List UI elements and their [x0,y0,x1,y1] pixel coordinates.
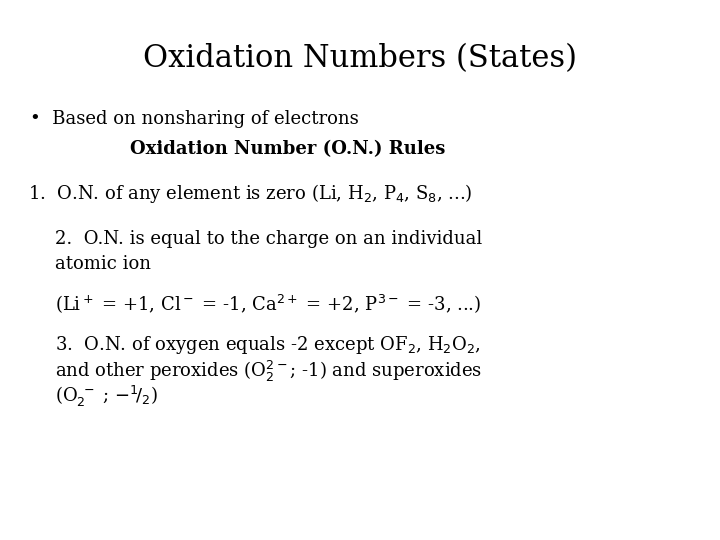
Text: Oxidation Numbers (States): Oxidation Numbers (States) [143,43,577,74]
Text: and other peroxides (O$_2^{2-}$; -1) and superoxides: and other peroxides (O$_2^{2-}$; -1) and… [55,359,482,384]
Text: 1.  O.N. of any element is zero (Li, H$_2$, P$_4$, S$_8$, ...): 1. O.N. of any element is zero (Li, H$_2… [28,182,472,205]
Text: (O$_2^{\ -}$ ; $-^1\!/_2$): (O$_2^{\ -}$ ; $-^1\!/_2$) [55,384,158,409]
Text: Oxidation Number (O.N.) Rules: Oxidation Number (O.N.) Rules [130,140,446,158]
Text: •  Based on nonsharing of electrons: • Based on nonsharing of electrons [30,110,359,128]
Text: atomic ion: atomic ion [55,255,151,273]
Text: 2.  O.N. is equal to the charge on an individual: 2. O.N. is equal to the charge on an ind… [55,230,482,248]
Text: (Li$^+$ = +1, Cl$^-$ = -1, Ca$^{2+}$ = +2, P$^{3-}$ = -3, ...): (Li$^+$ = +1, Cl$^-$ = -1, Ca$^{2+}$ = +… [55,292,481,315]
Text: 3.  O.N. of oxygen equals -2 except OF$_2$, H$_2$O$_2$,: 3. O.N. of oxygen equals -2 except OF$_2… [55,334,481,356]
